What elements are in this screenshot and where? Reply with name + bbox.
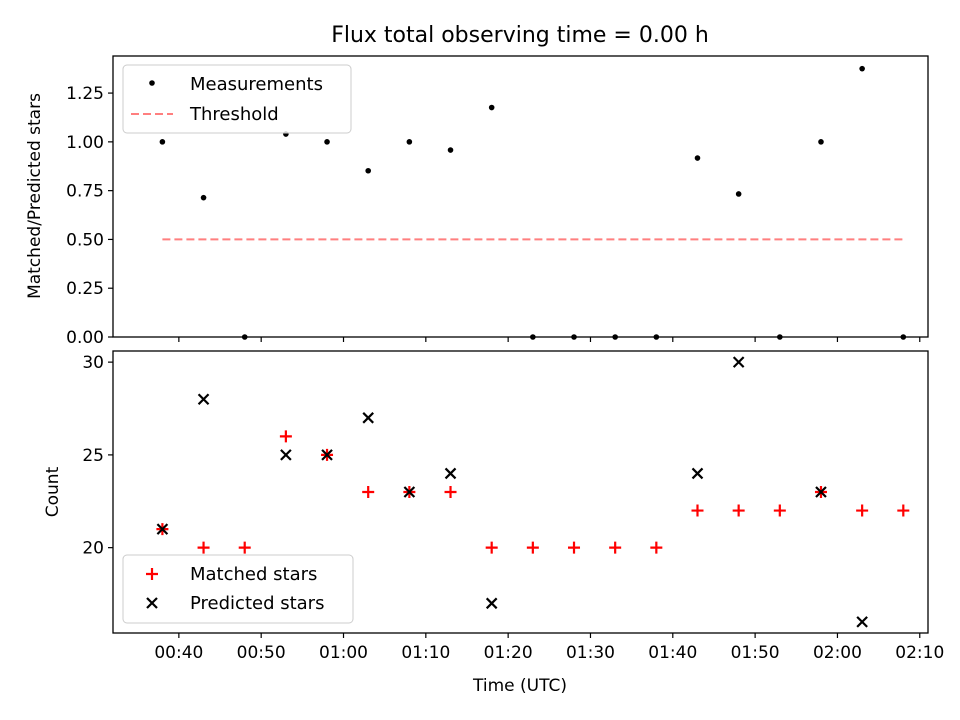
measurement-point	[447, 147, 454, 153]
y-tick-label: 0.75	[66, 182, 104, 202]
top-y-axis-label: Matched/Predicted stars	[25, 93, 45, 299]
y-tick-label: 0.25	[66, 279, 104, 299]
x-tick-label: 02:10	[895, 643, 944, 663]
x-tick-label: 01:10	[401, 643, 450, 663]
legend-matched-marker	[146, 568, 158, 580]
predicted-star-point	[321, 449, 333, 461]
measurement-point	[406, 139, 413, 145]
x-tick-label: 00:50	[237, 643, 286, 663]
bottom-panel: 20 25 30 00:40 00:50 01:00 01:10 01:20 01:30 01:…	[43, 350, 944, 696]
measurement-point	[653, 334, 660, 340]
predicted-star-point	[362, 412, 374, 424]
measurement-point	[530, 334, 536, 340]
y-tick-label: 30	[82, 353, 104, 373]
legend-measurements-label: Measurements	[190, 74, 323, 95]
bottom-y-axis-label: Count	[43, 466, 63, 517]
measurement-point	[859, 65, 865, 72]
top-plot-area	[159, 65, 907, 340]
predicted-star-point	[156, 523, 169, 535]
y-tick-label: 0.00	[66, 328, 104, 348]
matched-star-point	[238, 541, 251, 554]
matched-star-point	[773, 504, 786, 517]
figure-title: Flux total observing time = 0.00 h	[331, 23, 709, 48]
bottom-legend: Matched stars Predicted stars	[122, 554, 354, 624]
measurement-point	[818, 139, 824, 145]
predicted-star-point	[815, 486, 827, 498]
measurement-point	[488, 104, 495, 111]
measurement-point	[365, 167, 372, 174]
x-tick-label: 01:30	[566, 643, 615, 663]
measurement-point	[571, 334, 577, 340]
top-legend: Measurements Threshold	[122, 64, 352, 134]
predicted-star-point	[444, 467, 457, 480]
predicted-star-point	[856, 616, 868, 628]
y-tick-label: 20	[82, 539, 104, 559]
measurement-point	[900, 334, 907, 340]
matched-star-point	[568, 541, 581, 554]
bottom-y-ticks: 20 25 30	[82, 353, 113, 559]
top-x-ticks	[178, 337, 921, 342]
measurement-point	[200, 194, 207, 201]
predicted-star-point	[485, 597, 498, 610]
measurement-point	[324, 139, 330, 145]
predicted-star-point	[403, 486, 416, 498]
x-tick-label: 01:20	[484, 643, 533, 663]
x-tick-label: 01:50	[731, 643, 780, 663]
y-tick-label: 1.00	[66, 133, 104, 153]
x-tick-label: 01:00	[319, 643, 368, 663]
bottom-plot-area	[156, 356, 910, 628]
bottom-axes-frame	[112, 350, 929, 634]
matched-star-point	[691, 504, 704, 517]
matched-star-point	[485, 541, 498, 554]
bottom-legend-box	[122, 554, 354, 624]
matched-star-point	[197, 541, 210, 554]
matched-star-point	[609, 541, 622, 554]
matched-star-point	[732, 504, 745, 517]
x-tick-label: 01:40	[648, 643, 697, 663]
legend-measurement-marker	[149, 80, 155, 86]
top-y-ticks: 0.00 0.25 0.50 0.75 1.00 1.25	[66, 84, 113, 348]
predicted-star-point	[732, 356, 745, 368]
measurement-point	[241, 334, 248, 340]
predicted-star-point	[691, 467, 704, 480]
x-tick-label: 00:40	[154, 643, 203, 663]
matched-star-point	[444, 486, 457, 498]
legend-predicted-marker	[146, 597, 158, 609]
measurement-point	[777, 334, 783, 340]
x-tick-label: 02:00	[813, 643, 862, 663]
matched-star-point	[362, 486, 375, 498]
y-tick-label: 25	[82, 446, 104, 466]
matched-star-point	[897, 504, 910, 517]
bottom-x-ticks: 00:40 00:50 01:00 01:10 01:20 01:30 01:40 01:50…	[154, 633, 944, 663]
measurement-point	[159, 139, 166, 145]
measurement-point	[612, 334, 618, 340]
matched-star-point	[650, 541, 663, 554]
legend-matched-label: Matched stars	[190, 564, 317, 585]
legend-predicted-label: Predicted stars	[190, 593, 324, 614]
predicted-star-point	[280, 449, 292, 461]
y-tick-label: 0.50	[66, 230, 104, 250]
predicted-star-point	[197, 393, 210, 406]
top-panel: 0.00 0.25 0.50 0.75 1.00 1.25 Matched/Predict…	[25, 55, 929, 348]
matched-star-point	[526, 541, 539, 554]
matched-star-point	[279, 430, 292, 443]
legend-threshold-label: Threshold	[189, 104, 279, 125]
matched-star-point	[856, 504, 869, 517]
y-tick-label: 1.25	[66, 84, 104, 104]
measurement-point	[735, 191, 742, 197]
x-axis-label: Time (UTC)	[472, 676, 567, 696]
top-legend-box	[122, 64, 352, 134]
top-axes-frame	[112, 55, 929, 338]
measurement-point	[694, 155, 701, 161]
